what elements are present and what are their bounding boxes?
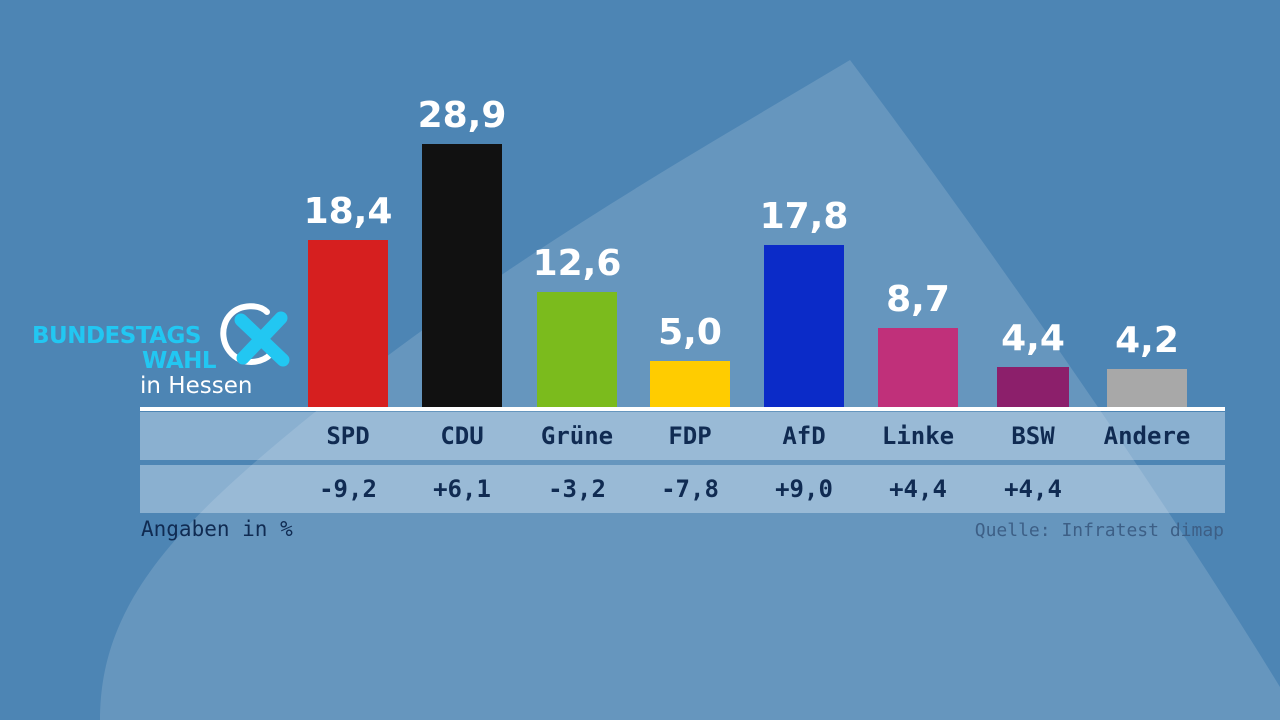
- change-label-bsw: +4,4: [1004, 475, 1062, 503]
- bar-spd: [308, 240, 388, 407]
- value-label-linke: 8,7: [886, 279, 950, 320]
- value-label-andere: 4,2: [1115, 320, 1179, 361]
- bar-gruene: [537, 292, 617, 407]
- bar-linke: [878, 328, 958, 407]
- value-label-fdp: 5,0: [658, 312, 722, 353]
- source-note: Quelle: Infratest dimap: [974, 520, 1224, 541]
- logo-line-2: WAHL: [142, 348, 217, 374]
- unit-note: Angaben in %: [141, 517, 293, 541]
- value-label-cdu: 28,9: [417, 95, 507, 136]
- bar-afd: [764, 245, 844, 407]
- election-logo: BUNDESTAGS WAHL in Hessen: [30, 300, 290, 410]
- party-label-linke: Linke: [881, 422, 955, 450]
- change-label-gruene: -3,2: [548, 475, 606, 503]
- change-label-afd: +9,0: [775, 475, 833, 503]
- bar-andere: [1107, 369, 1187, 407]
- value-label-gruene: 12,6: [532, 243, 622, 284]
- value-label-spd: 18,4: [303, 191, 393, 232]
- change-values-row: -9,2 +6,1 -3,2 -7,8 +9,0 +4,4 +4,4: [140, 465, 1225, 513]
- bar-fdp: [650, 361, 730, 407]
- party-label-spd: SPD: [326, 422, 370, 450]
- party-names-row: SPD CDU Grüne FDP AfD Linke BSW Andere: [140, 412, 1225, 460]
- chart-baseline: [140, 407, 1225, 411]
- logo-line-3: in Hessen: [140, 373, 253, 399]
- bar-cdu: [422, 144, 502, 407]
- party-label-afd: AfD: [782, 422, 826, 450]
- bar-bsw: [997, 367, 1069, 407]
- change-label-cdu: +6,1: [433, 475, 491, 503]
- party-label-bsw: BSW: [1011, 422, 1055, 450]
- value-label-afd: 17,8: [759, 196, 849, 237]
- party-label-andere: Andere: [1103, 422, 1191, 450]
- change-label-fdp: -7,8: [661, 475, 719, 503]
- value-label-bsw: 4,4: [1001, 318, 1065, 359]
- party-label-fdp: FDP: [668, 422, 712, 450]
- party-label-gruene: Grüne: [540, 422, 614, 450]
- ballot-cross-icon: [220, 303, 290, 367]
- change-label-spd: -9,2: [319, 475, 377, 503]
- logo-line-1: BUNDESTAGS: [32, 323, 201, 349]
- change-label-linke: +4,4: [889, 475, 947, 503]
- party-label-cdu: CDU: [440, 422, 484, 450]
